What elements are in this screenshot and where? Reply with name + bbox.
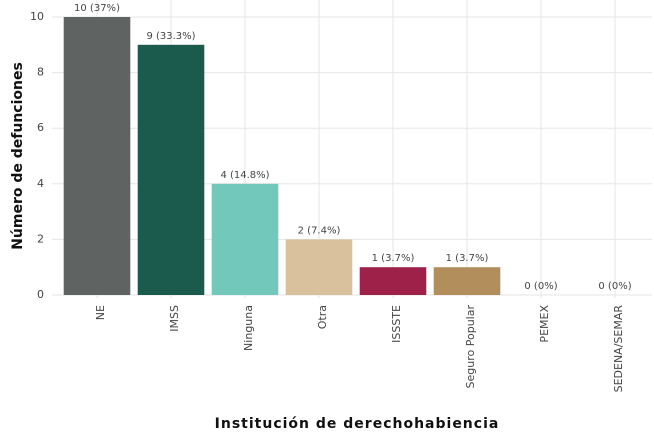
value-label: 4 (14.8%)	[220, 170, 269, 181]
x-tick-label: IMSS	[168, 305, 181, 332]
x-tick-label: SEDENA/SEMAR	[612, 305, 625, 393]
bar	[137, 44, 205, 295]
bar	[359, 267, 427, 295]
bar	[211, 183, 279, 295]
x-tick-label: Otra	[316, 305, 329, 329]
value-label: 1 (3.7%)	[372, 253, 415, 264]
value-label: 1 (3.7%)	[446, 253, 489, 264]
bar	[285, 239, 353, 295]
y-axis-title: Número de defunciones	[10, 62, 26, 250]
x-tick-label: NE	[94, 305, 107, 320]
value-label: 9 (33.3%)	[146, 31, 195, 42]
x-tick-label: ISSSTE	[390, 305, 403, 343]
y-tick-label: 4	[37, 177, 44, 190]
value-label: 10 (37%)	[74, 3, 120, 14]
x-tick-label: Ninguna	[242, 305, 255, 351]
value-label: 0 (0%)	[524, 281, 557, 292]
x-tick-label: PEMEX	[538, 305, 551, 343]
bar	[433, 267, 501, 295]
value-label: 0 (0%)	[598, 281, 631, 292]
y-tick-label: 10	[30, 10, 44, 23]
y-tick-label: 2	[37, 232, 44, 245]
y-tick-label: 6	[37, 121, 44, 134]
value-label: 2 (7.4%)	[298, 225, 341, 236]
x-axis-title: Institución de derechohabiencia	[215, 416, 500, 432]
bar	[63, 17, 131, 295]
x-tick-label: Seguro Popular	[464, 305, 477, 389]
y-tick-label: 0	[37, 288, 44, 301]
y-tick-label: 8	[37, 66, 44, 79]
